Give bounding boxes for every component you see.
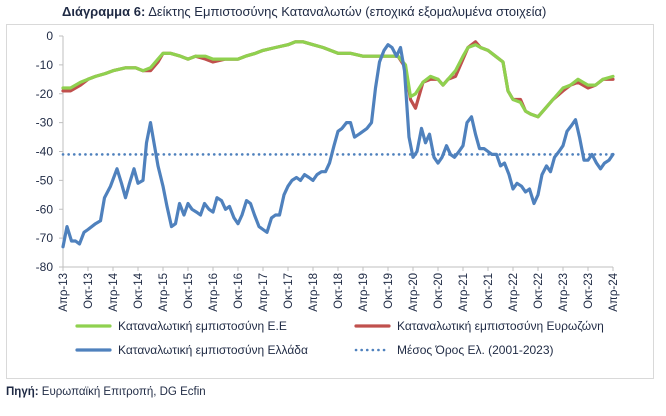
y-tick-label: -30: [36, 116, 54, 130]
x-tick-label: Οκτ-17: [283, 273, 295, 309]
y-tick-label: -60: [36, 202, 54, 216]
legend-label-3: Μέσος Όρος Ελ. (2001-2023): [397, 343, 554, 357]
x-tick-label: Οκτ-23: [583, 273, 595, 309]
x-tick-label: Οκτ-21: [483, 273, 495, 309]
y-tick-label: -50: [36, 173, 54, 187]
x-tick-label: Οκτ-18: [333, 273, 345, 309]
legend-label-1: Καταναλωτική εμπιστοσύνη Ευρωζώνη: [397, 319, 604, 333]
x-tick-label: Απρ-15: [158, 273, 170, 312]
y-tick-label: -20: [36, 87, 54, 101]
x-tick-label: Απρ-23: [558, 273, 570, 312]
series-line-2: [61, 43, 615, 249]
legend: Καταναλωτική εμπιστοσύνη Ε.Ε Καταναλωτική…: [75, 319, 604, 357]
y-axis: 0 -10 -20 -30 -40 -50 -60 -70 -80: [36, 29, 64, 274]
source-label: Πηγή:: [6, 386, 39, 398]
y-tick-label: 0: [46, 29, 53, 43]
x-tick-label: Οκτ-22: [533, 273, 545, 309]
x-tick-label: Απρ-14: [108, 272, 120, 311]
x-tick-label: Απρ-22: [508, 273, 520, 312]
x-axis: Απρ-13 Οκτ-13 Απρ-14 Οκτ-14 Απρ-15 Οκτ-15 Απρ-…: [58, 266, 620, 312]
x-tick-label: Απρ-18: [308, 273, 320, 312]
x-tick-label: Απρ-16: [208, 273, 220, 312]
line-chart: 0-10-20-30-40-50-60-70-80 Απρ-13 Οκτ-13 Απ…: [36, 29, 620, 357]
x-tick-label: Οκτ-13: [83, 273, 95, 309]
x-tick-label: Οκτ-15: [183, 273, 195, 309]
legend-label-0: Καταναλωτική εμπιστοσύνη Ε.Ε: [118, 319, 287, 333]
y-tick-label: -70: [36, 231, 54, 245]
x-tick-label: Οκτ-16: [233, 273, 245, 309]
x-tick-label: Απρ-20: [408, 273, 420, 312]
x-tick-label: Απρ-19: [358, 273, 370, 312]
x-tick-label: Απρ-13: [58, 273, 70, 312]
y-tick-label: -10: [36, 58, 54, 72]
series-line-0: [61, 40, 615, 119]
source-note: Πηγή: Ευρωπαϊκή Επιτροπή, DG Ecfin: [6, 386, 206, 398]
series-lines: [61, 40, 615, 249]
chart-title: Διάγραμμα 6: Δείκτης Εμπιστοσύνης Κατανα…: [62, 4, 546, 19]
x-tick-label: Απρ-24: [608, 272, 620, 311]
chart-title-text: Δείκτης Εμπιστοσύνης Καταναλωτών (εποχικ…: [148, 4, 547, 19]
x-tick-label: Απρ-21: [458, 273, 470, 312]
source-text: Ευρωπαϊκή Επιτροπή, DG Ecfin: [41, 386, 206, 398]
legend-label-2: Καταναλωτική εμπιστοσύνη Ελλάδα: [118, 343, 308, 357]
x-tick-label: Οκτ-19: [383, 273, 395, 309]
y-tick-label: -80: [36, 260, 54, 274]
x-tick-label: Απρ-17: [258, 273, 270, 312]
chart-title-label: Διάγραμμα 6:: [62, 4, 146, 19]
chart-frame: [6, 24, 654, 379]
x-tick-label: Οκτ-14: [133, 272, 145, 308]
y-tick-label: -40: [36, 145, 54, 159]
x-tick-label: Οκτ-20: [433, 273, 445, 309]
